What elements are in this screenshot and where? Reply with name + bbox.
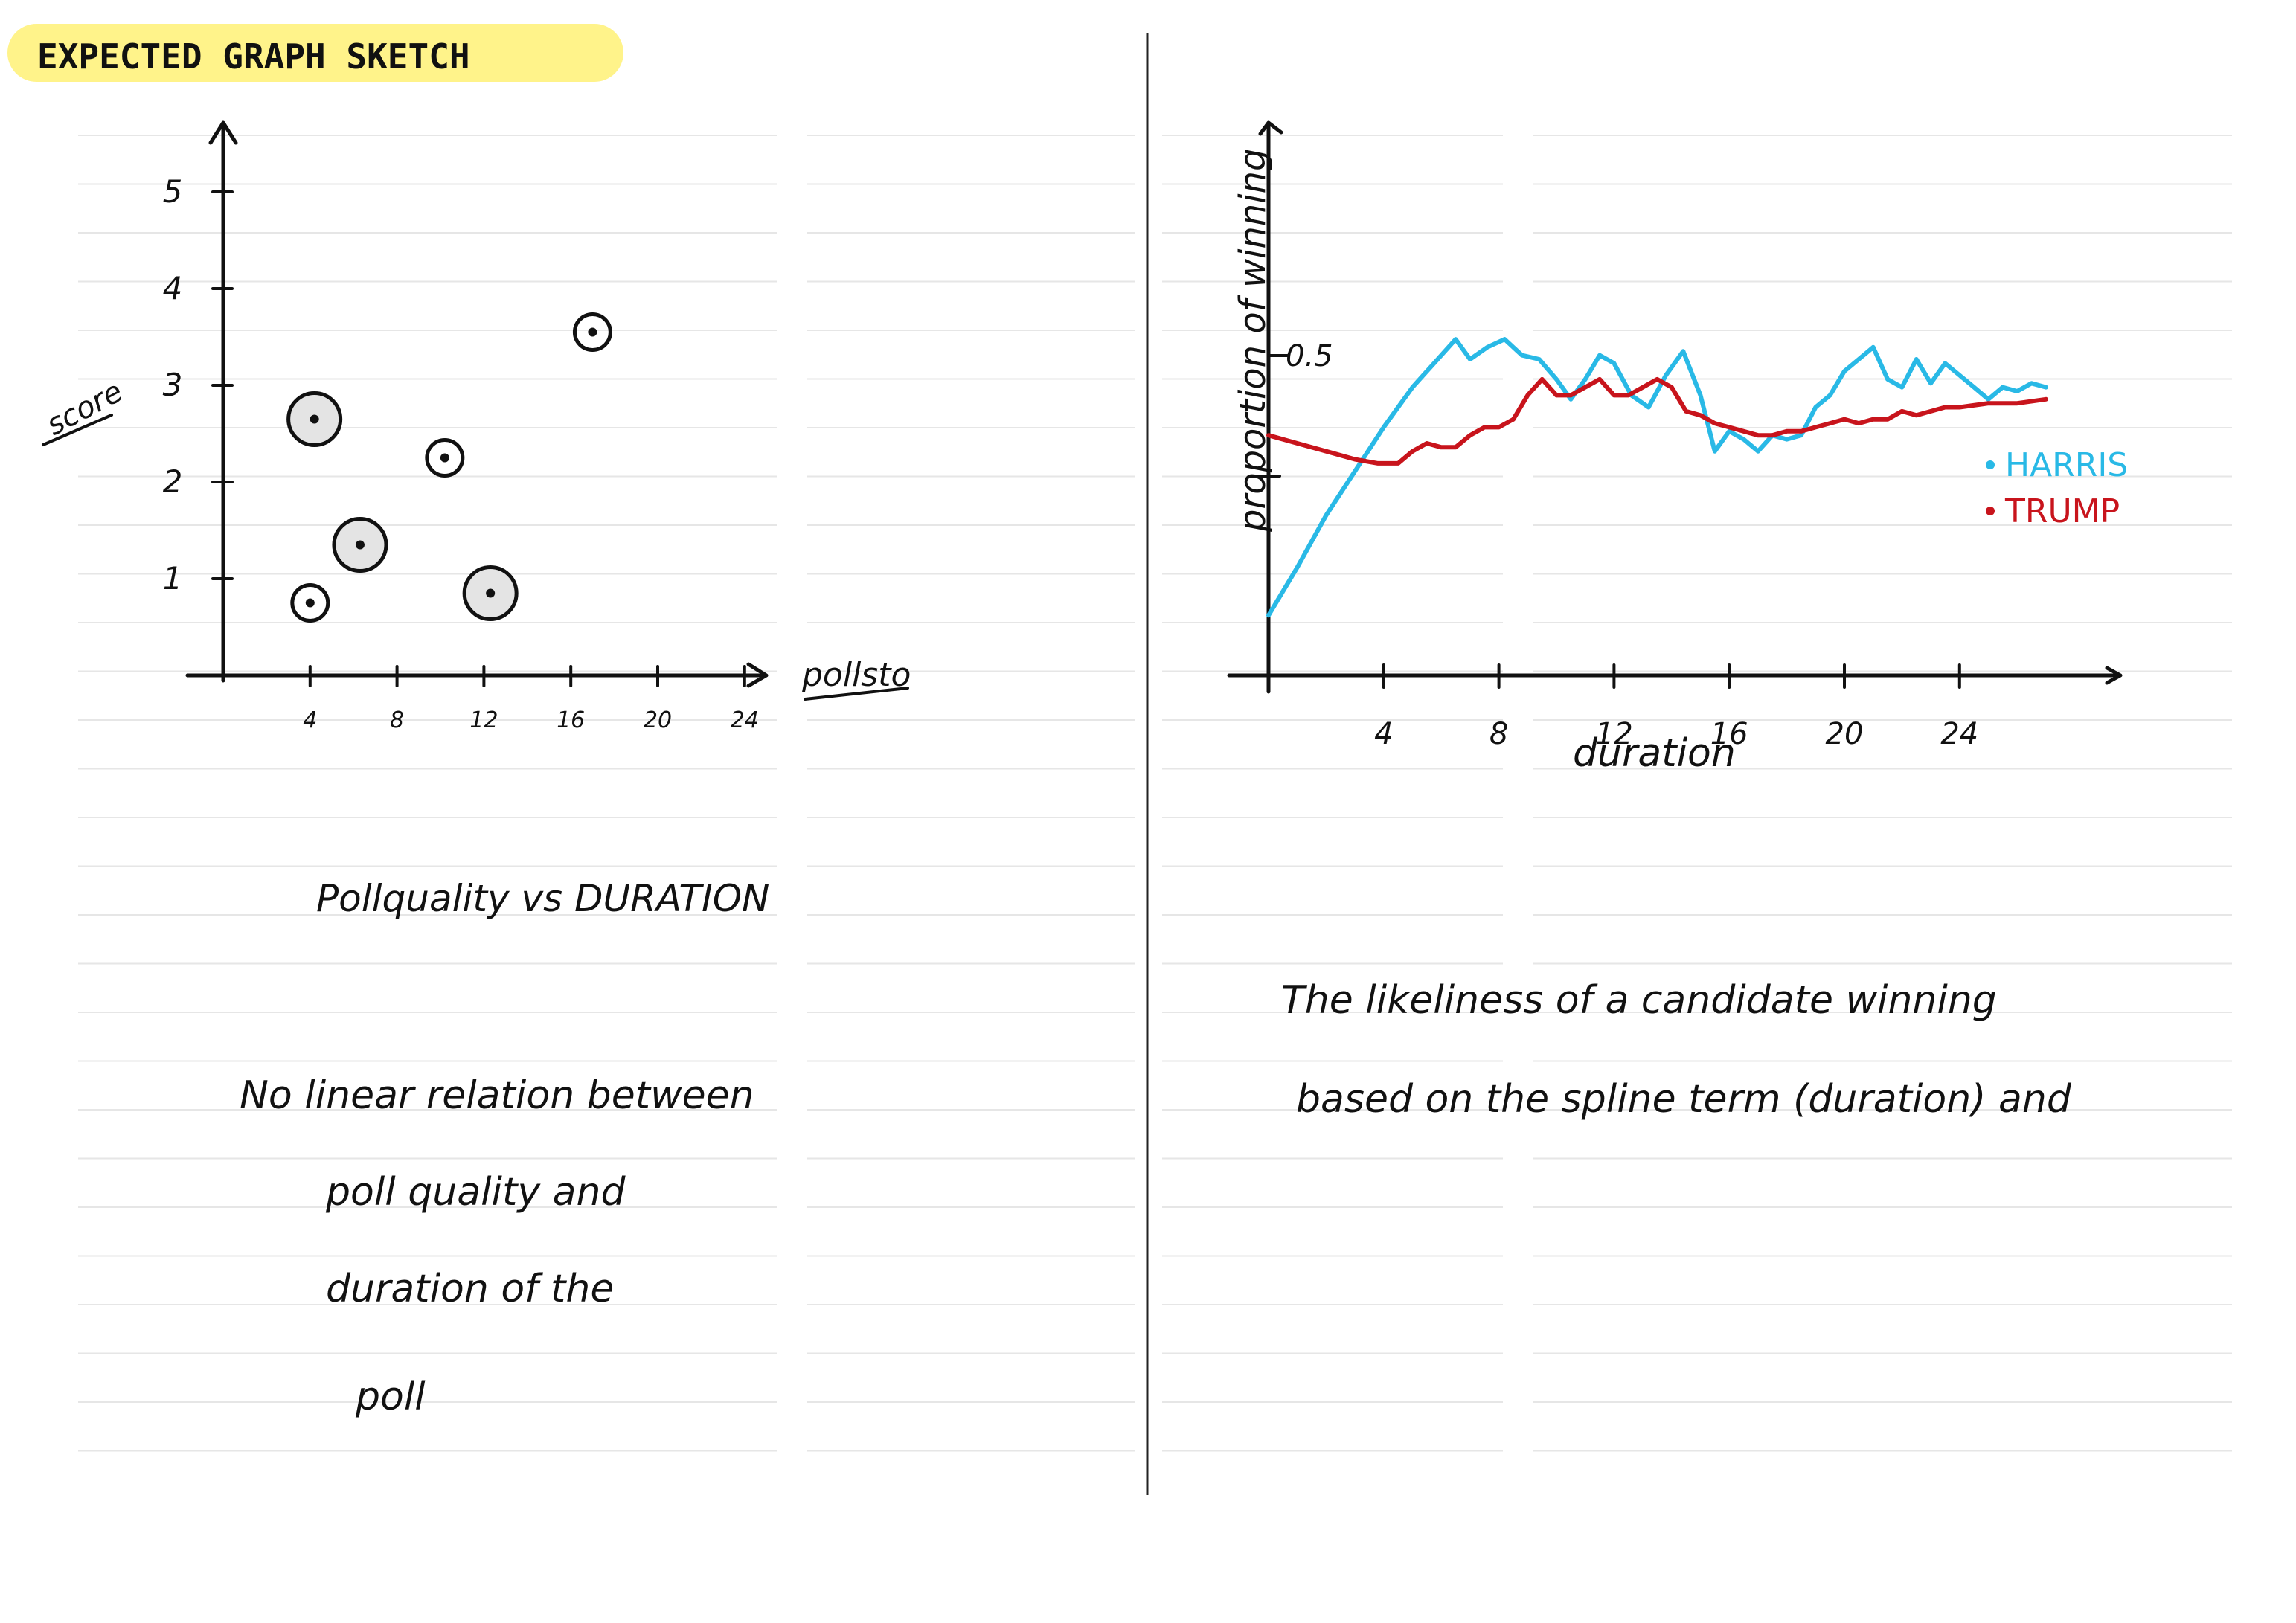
scatter-x-tick-label: 8 (390, 707, 404, 733)
line-chart: 4 8 12 16 20 24 0.5 proportion of winning dur… (1227, 120, 2128, 776)
scatter-ylabel-underline (42, 414, 113, 446)
right-note-line: based on the spline term (duration) and (1296, 1077, 2072, 1122)
scatter-y-tick-label: 5 (163, 173, 183, 210)
scatter-y-axis (208, 120, 238, 683)
line-x-tick-label: 8 (1489, 717, 1508, 751)
scatter-point (572, 312, 612, 352)
line-legend: HARRIS TRUMP (1986, 446, 2128, 530)
line-series (1266, 337, 2048, 618)
line-series-harris (1266, 337, 2048, 618)
left-note-line: duration of the (326, 1267, 614, 1311)
scatter-y-ticks: 1 2 3 4 5 (163, 173, 234, 597)
scatter-point (462, 565, 519, 621)
line-x-axis (1227, 666, 2123, 685)
legend-swatch (1986, 460, 1995, 469)
left-note-line: poll quality and (325, 1170, 626, 1215)
left-caption: Pollquality vs DURATION (316, 877, 769, 920)
scatter-x-tick-label: 16 (557, 707, 585, 733)
legend-item: HARRIS (1986, 446, 2128, 484)
line-x-tick-label: 4 (1374, 717, 1393, 751)
scatter-points (286, 312, 612, 623)
scatter-x-axis (185, 662, 769, 688)
scatter-x-tick-label: 12 (469, 707, 498, 733)
left-notes: No linear relation between poll quality … (240, 1073, 754, 1419)
line-x-ticks: 4 8 12 16 20 24 (1374, 663, 1978, 751)
scatter-y-tick-label: 1 (163, 560, 183, 597)
left-note-line: poll (355, 1375, 426, 1419)
ruled-lines (78, 135, 2232, 1452)
line-y-ticks: 0.5 (1267, 339, 1333, 373)
scatter-point (290, 583, 330, 623)
line-ylabel: proportion of winning (1232, 148, 1274, 533)
scatter-xlabel: pollsto (801, 656, 911, 694)
left-note-line: No linear relation between (240, 1073, 754, 1118)
scatter-y-tick-label: 2 (163, 463, 183, 500)
line-x-tick-label: 20 (1826, 717, 1864, 751)
scatter-y-tick-label: 3 (163, 367, 183, 403)
scatter-x-tick-label: 4 (303, 707, 317, 733)
page-title: EXPECTED GRAPH SKETCH (37, 36, 470, 77)
line-xlabel: duration (1573, 731, 1736, 776)
line-x-tick-label: 16 (1710, 717, 1748, 751)
legend-swatch (1986, 507, 1995, 515)
scatter-point (286, 391, 343, 447)
scatter-point (425, 438, 465, 478)
right-notes: The likeliness of a candidate winning ba… (1281, 978, 2072, 1122)
line-series-trump (1266, 376, 2048, 466)
scatter-xlabel-underline (804, 687, 909, 701)
line-y-axis (1258, 120, 1283, 694)
right-note-line: The likeliness of a candidate winning (1281, 978, 1997, 1023)
legend-label: HARRIS (2005, 446, 2128, 484)
legend-item: TRUMP (1986, 492, 2120, 530)
line-y-tick-label: 0.5 (1286, 339, 1333, 373)
legend-label: TRUMP (2004, 492, 2120, 530)
scatter-ylabel: score (41, 374, 128, 442)
scatter-x-tick-label: 24 (731, 707, 759, 733)
line-x-tick-label: 24 (1940, 717, 1978, 751)
scatter-y-tick-label: 4 (163, 270, 183, 306)
scatter-point (332, 517, 388, 573)
line-x-tick-label: 12 (1595, 717, 1633, 751)
scatter-x-tick-label: 20 (644, 707, 672, 733)
title-highlight (7, 24, 623, 82)
scatter-x-ticks: 4 8 12 16 20 24 (303, 665, 759, 733)
